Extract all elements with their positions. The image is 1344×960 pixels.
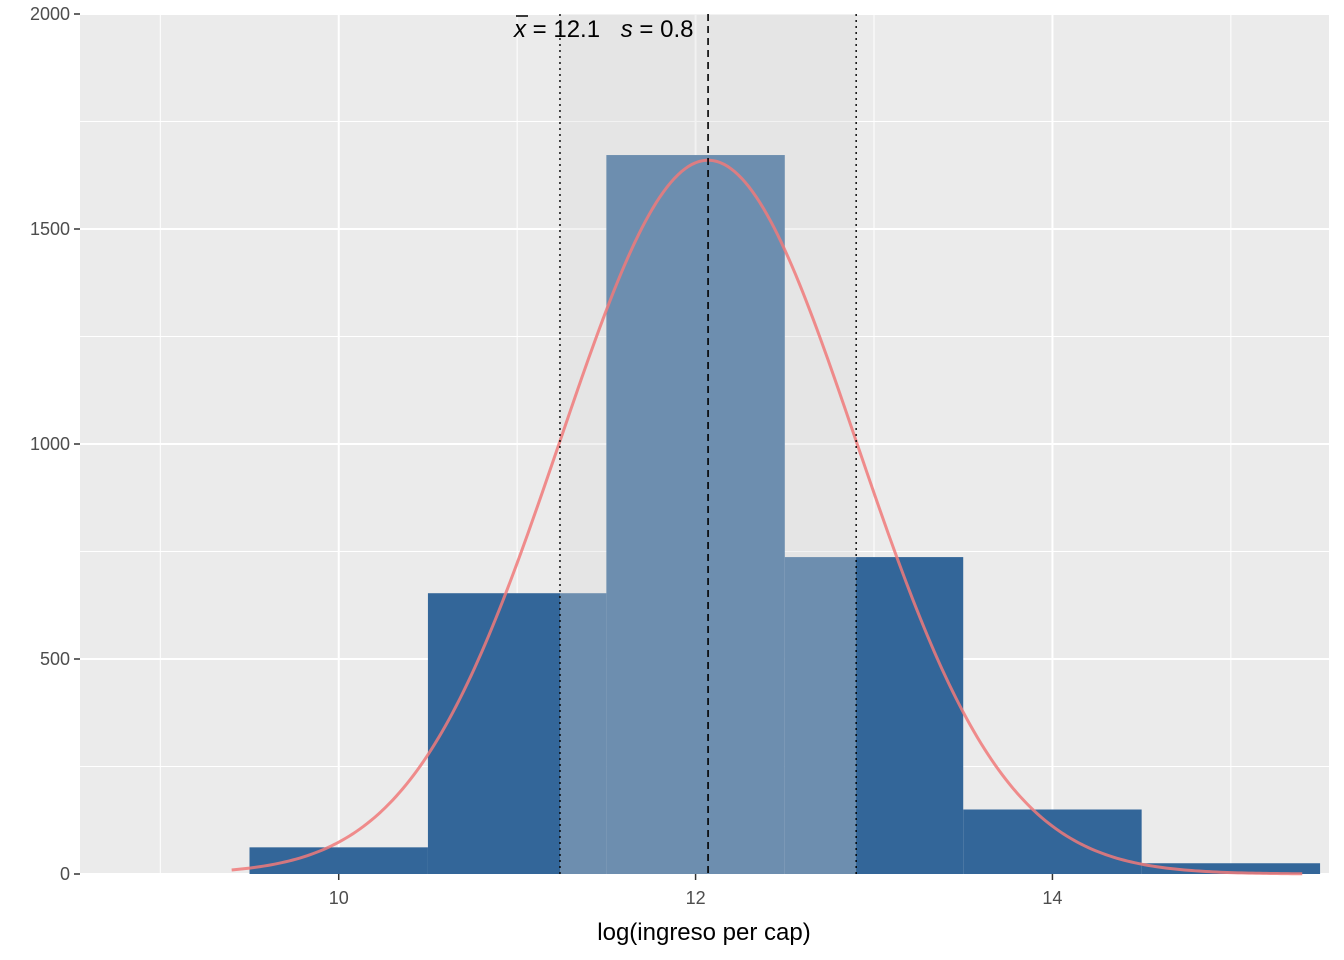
y-tick-label: 0: [60, 864, 70, 884]
xbar-symbol: x: [513, 16, 527, 43]
histogram-bar: [427, 593, 607, 874]
y-tick-label: 2000: [30, 4, 70, 24]
y-axis: 0 500 1000 1500 2000: [30, 4, 80, 884]
histogram-bar: [784, 557, 964, 874]
histogram-bar: [1141, 863, 1321, 874]
sd-value-text: = 0.8: [639, 16, 693, 43]
histogram-bars: [249, 155, 1321, 875]
s-symbol: s: [621, 16, 633, 43]
x-tick-label: 12: [686, 888, 706, 908]
x-tick-label: 14: [1042, 888, 1062, 908]
normal-curve-layer: [231, 158, 1303, 876]
x-axis: 10 12 14: [329, 874, 1062, 908]
sd-band: [559, 14, 857, 874]
histogram-bar: [606, 155, 785, 875]
mean-value-text: = 12.1: [533, 16, 600, 43]
x-tick-label: 10: [329, 888, 349, 908]
y-tick-label: 1500: [30, 219, 70, 239]
histogram-bar: [249, 847, 428, 874]
y-tick-label: 1000: [30, 434, 70, 454]
normal-curve: [231, 158, 1303, 876]
y-tick-label: 500: [40, 649, 70, 669]
x-axis-title: log(ingreso per cap): [597, 919, 810, 946]
stats-annotation: x = 12.1 s = 0.8: [513, 16, 693, 43]
histogram-bar: [963, 809, 1142, 874]
